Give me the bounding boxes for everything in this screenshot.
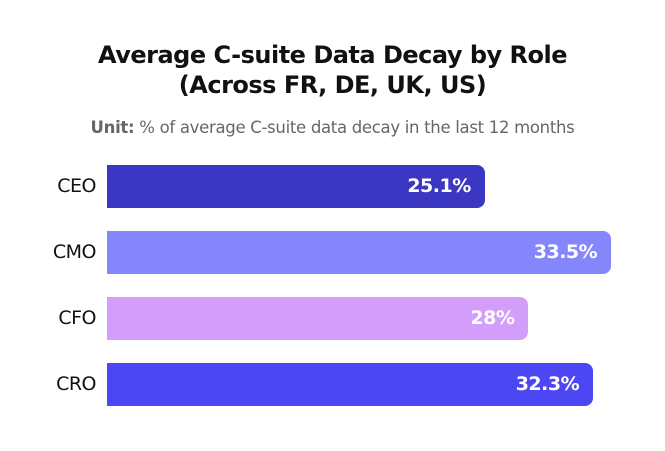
title-line-2: (Across FR, DE, UK, US) [178,71,487,99]
title-line-1: Average C-suite Data Decay by Role [98,41,568,69]
bar-cfo [107,297,529,340]
category-label: CFO [58,307,96,329]
chart-subtitle: Unit: % of average C-suite data decay in… [0,118,665,137]
bar-cmo [107,231,612,274]
bar-cro [107,363,594,406]
data-label: 28% [470,307,515,329]
bar-ceo [107,165,485,208]
category-label: CMO [52,241,97,263]
chart-title: Average C-suite Data Decay by Role (Acro… [0,40,665,100]
data-label: 33.5% [533,241,598,263]
subtitle-label: Unit: [90,118,135,137]
category-label: CRO [56,373,96,395]
data-label: 25.1% [407,175,471,197]
subtitle-text: % of average C-suite data decay in the l… [134,118,575,137]
data-label: 32.3% [515,373,580,395]
category-label: CEO [57,175,96,197]
